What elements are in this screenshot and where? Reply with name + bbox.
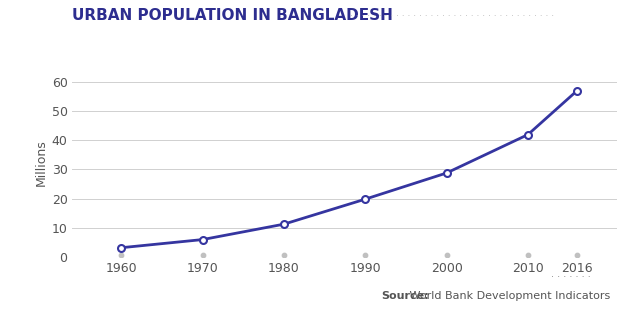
Text: World Bank Development Indicators: World Bank Development Indicators xyxy=(406,291,610,301)
Point xyxy=(279,253,289,258)
Text: URBAN POPULATION IN BANGLADESH: URBAN POPULATION IN BANGLADESH xyxy=(72,8,393,23)
Text: . . . . . . .: . . . . . . . xyxy=(551,269,591,279)
Text: . . . . . . . . . . . . . . . . . . . . . . . . . . . . . . . . . . . .: . . . . . . . . . . . . . . . . . . . . … xyxy=(350,9,554,19)
Point xyxy=(116,253,126,258)
Y-axis label: Millions: Millions xyxy=(35,139,47,186)
Point xyxy=(198,253,208,258)
Point xyxy=(523,253,533,258)
Text: Source:: Source: xyxy=(381,291,429,301)
Point xyxy=(442,253,452,258)
Point xyxy=(571,253,581,258)
Point xyxy=(360,253,370,258)
